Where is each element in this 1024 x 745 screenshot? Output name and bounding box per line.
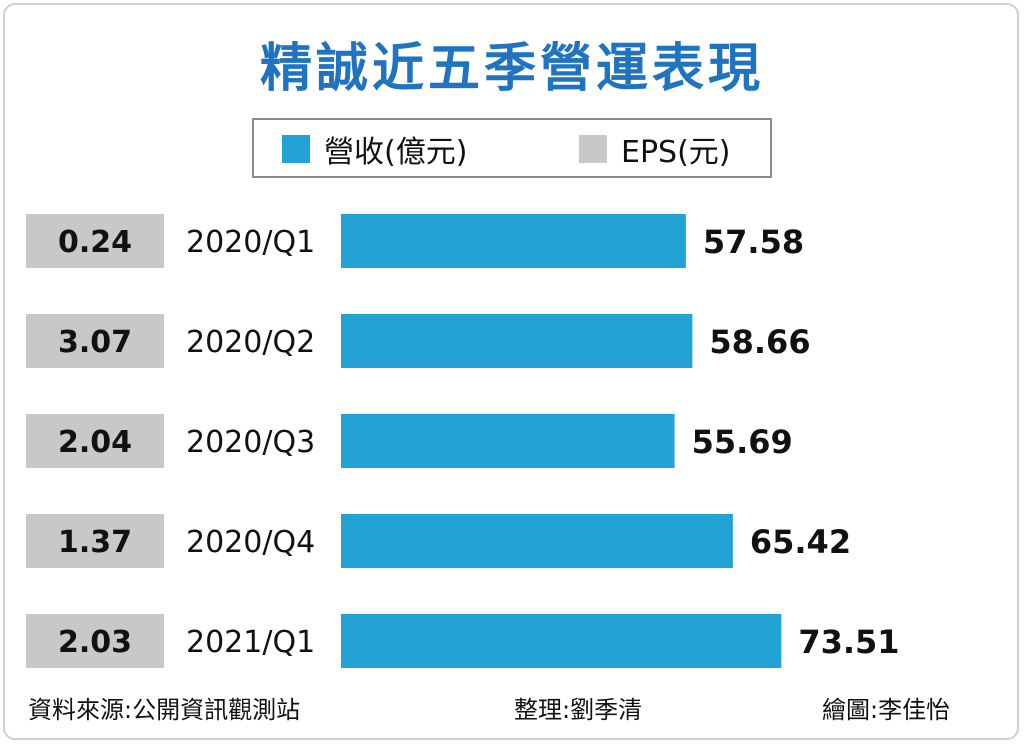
editor-note: 整理:劉季清 [514, 696, 643, 724]
legend-label-revenue: 營收(億元) [324, 135, 468, 170]
legend-swatch-revenue [282, 135, 310, 163]
legend-label-eps: EPS(元) [621, 135, 731, 170]
revenue-bar [341, 614, 782, 668]
eps-value: 1.37 [58, 525, 132, 560]
revenue-value: 55.69 [692, 423, 793, 461]
eps-value: 0.24 [58, 225, 132, 260]
revenue-value: 57.58 [703, 223, 804, 261]
category-label: 2020/Q4 [186, 525, 315, 560]
eps-box [26, 314, 164, 368]
category-label: 2020/Q3 [186, 425, 315, 460]
legend: 營收(億元) EPS(元) [252, 118, 772, 178]
source-note: 資料來源:公開資訊觀測站 [28, 696, 301, 724]
category-label: 2020/Q1 [186, 225, 315, 260]
eps-value: 2.04 [58, 425, 132, 460]
revenue-bar [341, 514, 733, 568]
revenue-value: 73.51 [798, 623, 899, 661]
category-label: 2020/Q2 [186, 325, 315, 360]
eps-box [26, 514, 164, 568]
category-label: 2021/Q1 [186, 625, 315, 660]
eps-box [26, 414, 164, 468]
chart-title: 精誠近五季營運表現 [259, 39, 764, 99]
revenue-value: 65.42 [750, 523, 851, 561]
revenue-bar [341, 214, 686, 268]
legend-swatch-eps [579, 135, 607, 163]
legend-item-revenue: 營收(億元) [282, 130, 468, 170]
revenue-bar [341, 414, 675, 468]
eps-box [26, 214, 164, 268]
eps-box [26, 614, 164, 668]
revenue-bar [341, 314, 693, 368]
chart-frame [3, 3, 1019, 740]
eps-value: 2.03 [58, 625, 132, 660]
illustrator-note: 繪圖:李佳怡 [822, 696, 951, 724]
revenue-value: 58.66 [709, 323, 810, 361]
legend-item-eps: EPS(元) [579, 130, 731, 170]
eps-value: 3.07 [58, 325, 132, 360]
